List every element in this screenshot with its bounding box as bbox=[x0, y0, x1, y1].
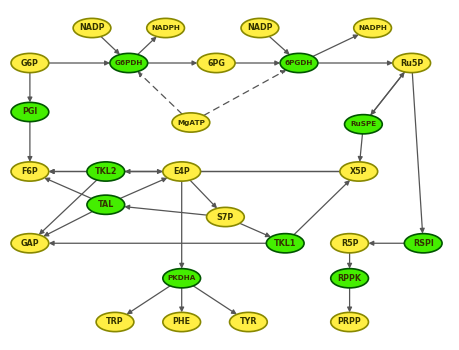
Ellipse shape bbox=[330, 234, 368, 253]
Ellipse shape bbox=[162, 269, 200, 288]
Ellipse shape bbox=[206, 207, 244, 227]
Ellipse shape bbox=[11, 53, 49, 73]
Ellipse shape bbox=[330, 312, 368, 332]
Ellipse shape bbox=[11, 162, 49, 181]
Text: RuSPE: RuSPE bbox=[350, 121, 375, 127]
Text: PHE: PHE bbox=[172, 317, 190, 327]
Text: RPPK: RPPK bbox=[337, 274, 361, 283]
Text: R5P: R5P bbox=[340, 239, 358, 248]
Ellipse shape bbox=[87, 162, 124, 181]
Ellipse shape bbox=[110, 53, 147, 73]
Ellipse shape bbox=[87, 195, 124, 214]
Ellipse shape bbox=[353, 18, 391, 38]
Ellipse shape bbox=[11, 234, 49, 253]
Text: TRP: TRP bbox=[106, 317, 123, 327]
Ellipse shape bbox=[229, 312, 267, 332]
Text: 6PGDH: 6PGDH bbox=[284, 60, 313, 66]
Text: S7P: S7P bbox=[216, 212, 234, 222]
Text: TYR: TYR bbox=[239, 317, 257, 327]
Text: PGI: PGI bbox=[22, 107, 38, 117]
Text: PRPP: PRPP bbox=[337, 317, 361, 327]
Ellipse shape bbox=[172, 113, 209, 132]
Ellipse shape bbox=[96, 312, 134, 332]
Text: RSPI: RSPI bbox=[412, 239, 433, 248]
Text: F6P: F6P bbox=[22, 167, 38, 176]
Text: NADP: NADP bbox=[246, 23, 272, 33]
Text: MgATP: MgATP bbox=[177, 119, 204, 126]
Ellipse shape bbox=[392, 53, 430, 73]
Ellipse shape bbox=[162, 162, 200, 181]
Ellipse shape bbox=[162, 312, 200, 332]
Text: X5P: X5P bbox=[349, 167, 367, 176]
Text: TAL: TAL bbox=[97, 200, 114, 209]
Ellipse shape bbox=[146, 18, 184, 38]
Text: Ru5P: Ru5P bbox=[399, 58, 422, 68]
Ellipse shape bbox=[344, 115, 381, 134]
Ellipse shape bbox=[241, 18, 278, 38]
Text: NADPH: NADPH bbox=[151, 25, 179, 31]
Ellipse shape bbox=[330, 269, 368, 288]
Ellipse shape bbox=[73, 18, 111, 38]
Ellipse shape bbox=[11, 102, 49, 121]
Text: TKL1: TKL1 bbox=[274, 239, 296, 248]
Text: G6P: G6P bbox=[21, 58, 39, 68]
Ellipse shape bbox=[266, 234, 303, 253]
Text: E4P: E4P bbox=[173, 167, 190, 176]
Ellipse shape bbox=[403, 234, 441, 253]
Text: G6PDH: G6PDH bbox=[114, 60, 143, 66]
Text: TKL2: TKL2 bbox=[95, 167, 117, 176]
Text: GAP: GAP bbox=[21, 239, 39, 248]
Text: NADPH: NADPH bbox=[358, 25, 386, 31]
Text: PKDHA: PKDHA bbox=[167, 275, 196, 281]
Text: 6PG: 6PG bbox=[207, 58, 224, 68]
Text: NADP: NADP bbox=[79, 23, 105, 33]
Ellipse shape bbox=[280, 53, 317, 73]
Ellipse shape bbox=[197, 53, 235, 73]
Ellipse shape bbox=[339, 162, 377, 181]
